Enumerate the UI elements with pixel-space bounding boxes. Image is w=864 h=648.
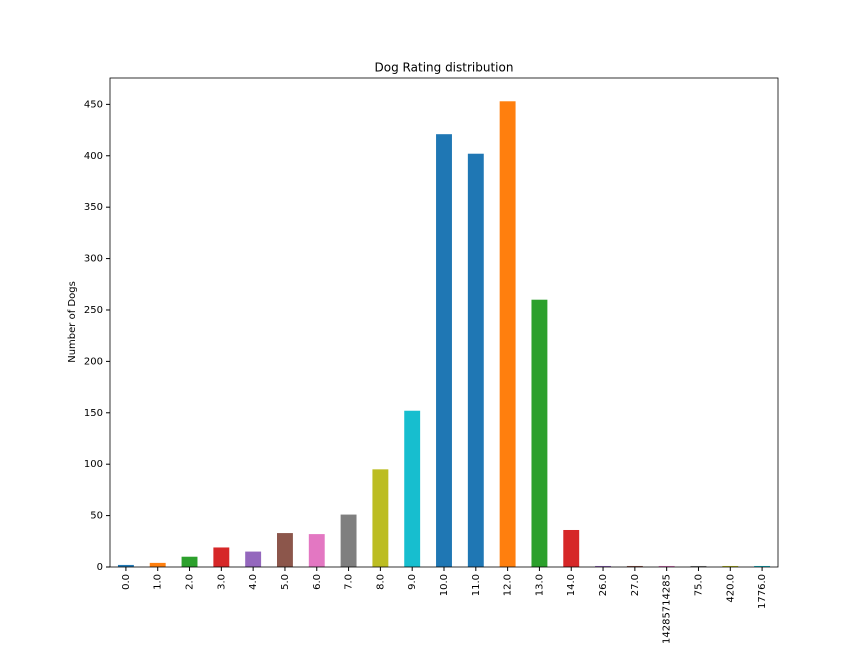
x-tick-label: 14285714285 (662, 574, 673, 644)
bar (722, 565, 739, 567)
x-tick-label: 420.0 (725, 574, 736, 603)
plot-frame (109, 77, 779, 568)
x-tick-label: 11.0 (471, 574, 482, 596)
bar (754, 565, 771, 567)
x-tick-label: 14.0 (566, 574, 577, 596)
y-tick-label: 100 (84, 459, 103, 470)
x-tick-label: 9.0 (407, 574, 418, 590)
y-tick-label: 300 (84, 254, 103, 265)
y-tick-label: 200 (84, 356, 103, 367)
bar (181, 556, 198, 567)
y-tick-label: 250 (84, 305, 103, 316)
x-tick-label: 2.0 (185, 574, 196, 590)
bar (690, 565, 707, 567)
y-axis-label: Number of Dogs (67, 281, 78, 363)
x-tick-label: 13.0 (534, 574, 545, 596)
bar (436, 134, 452, 568)
x-tick-label: 75.0 (693, 574, 704, 596)
bar (404, 410, 421, 567)
y-tick-label: 150 (84, 408, 103, 419)
bar (372, 469, 389, 567)
bar (149, 562, 166, 567)
bar (595, 565, 611, 567)
bar (213, 547, 230, 567)
x-tick-label: 12.0 (503, 574, 514, 596)
x-tick-label: 27.0 (630, 574, 641, 596)
x-tick-label: 3.0 (216, 574, 227, 590)
y-tick-label: 50 (90, 511, 103, 522)
bar (531, 299, 548, 567)
bar (499, 101, 516, 568)
x-tick-label: 4.0 (248, 574, 259, 590)
y-tick-label: 450 (84, 99, 103, 110)
bar (245, 551, 262, 567)
bar (658, 565, 675, 567)
bar (308, 534, 325, 567)
bar (467, 153, 484, 568)
bar (626, 565, 643, 567)
y-tick-label: 350 (84, 202, 103, 213)
x-tick-label: 6.0 (312, 574, 323, 590)
x-tick-label: 1.0 (153, 574, 164, 590)
y-tick-label: 400 (84, 151, 103, 162)
x-tick-label: 10.0 (439, 574, 450, 596)
x-tick-label: 5.0 (280, 574, 291, 590)
x-tick-label: 7.0 (344, 574, 355, 590)
x-tick-label: 1776.0 (757, 574, 768, 609)
bar (277, 533, 293, 567)
x-tick-label: 8.0 (375, 574, 386, 590)
bar (117, 564, 134, 567)
bar (340, 514, 357, 567)
y-tick-label: 0 (97, 562, 103, 573)
x-tick-label: 0.0 (121, 574, 132, 590)
bar (563, 529, 580, 567)
x-tick-label: 26.0 (598, 574, 609, 596)
chart-title: Dog Rating distribution (375, 61, 514, 75)
